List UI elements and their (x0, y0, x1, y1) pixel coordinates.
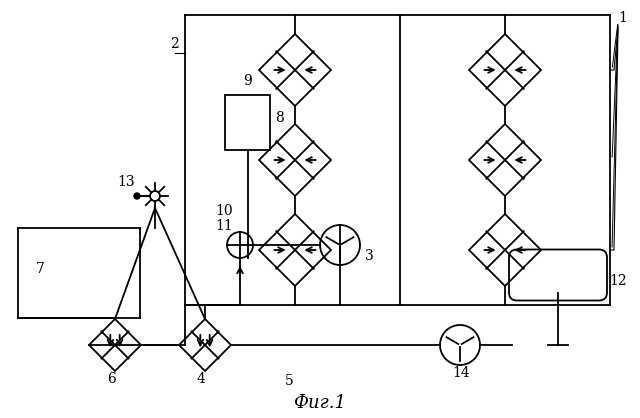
Bar (225, 95, 270, 150)
Text: 12: 12 (609, 274, 627, 288)
Text: 1: 1 (618, 11, 627, 25)
Text: 5: 5 (285, 374, 294, 388)
Text: 4: 4 (197, 372, 206, 386)
Text: 2: 2 (170, 37, 179, 51)
Text: 14: 14 (452, 366, 470, 380)
Text: 13: 13 (117, 175, 134, 189)
Text: 8: 8 (275, 112, 284, 125)
Text: 9: 9 (243, 74, 252, 88)
Text: 6: 6 (107, 372, 116, 386)
Text: 10: 10 (215, 204, 232, 218)
Circle shape (134, 193, 140, 199)
Text: 7: 7 (36, 262, 45, 276)
Text: Фиг.1: Фиг.1 (294, 394, 346, 412)
Text: 3: 3 (365, 249, 374, 263)
Text: 11: 11 (215, 219, 233, 233)
